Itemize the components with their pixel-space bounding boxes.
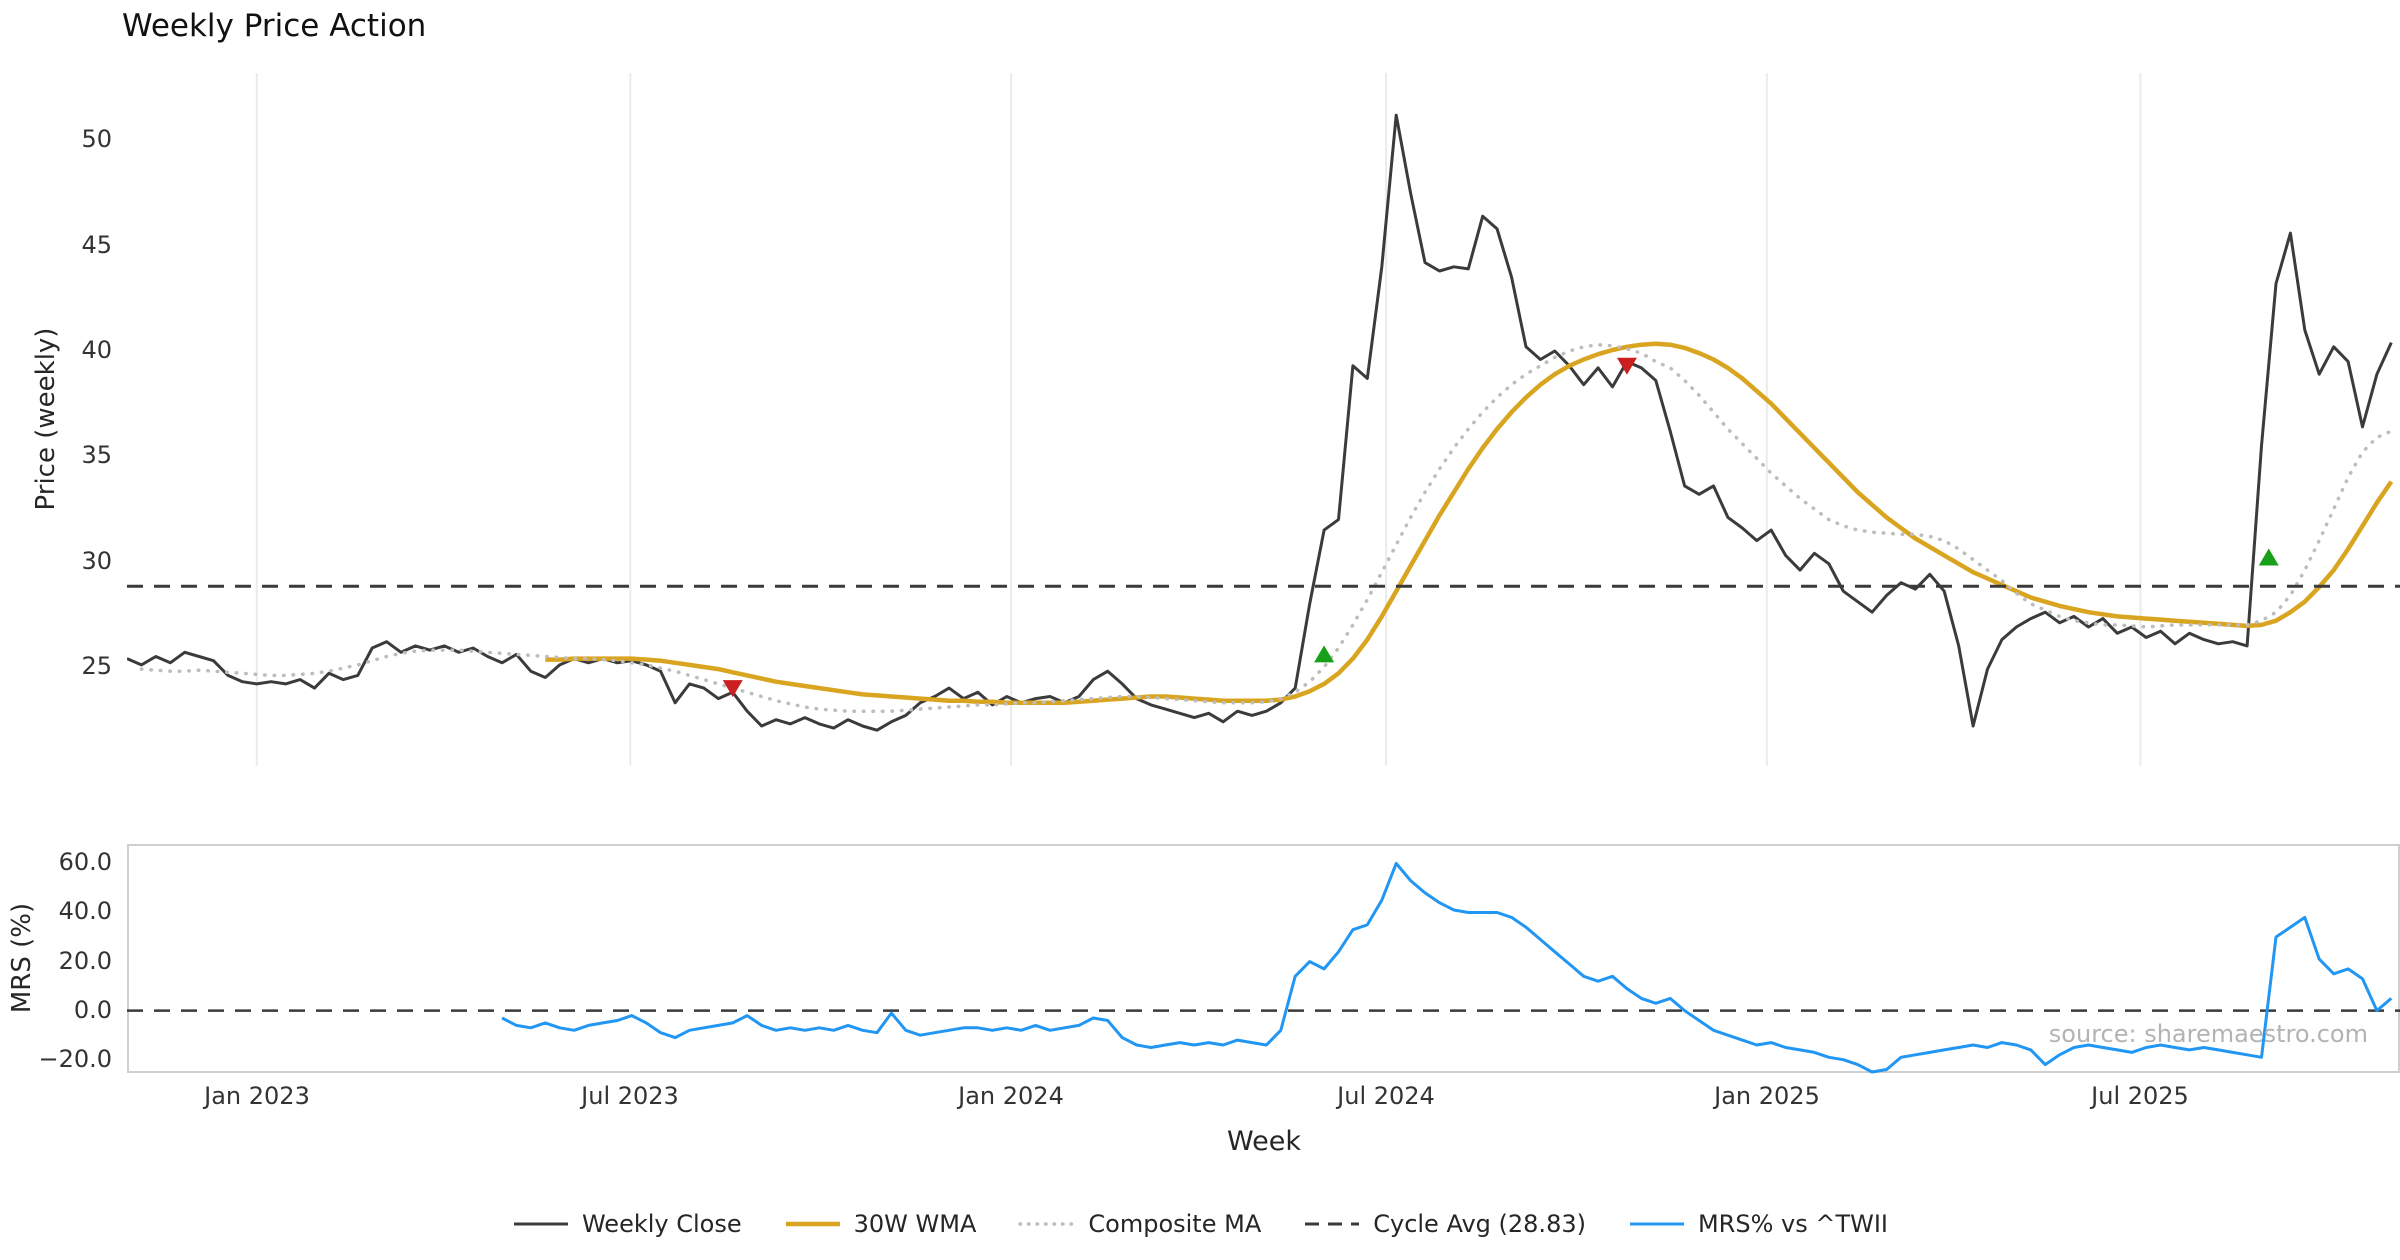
legend-label: Weekly Close xyxy=(581,1210,742,1238)
y-tick-label: 35 xyxy=(81,441,112,469)
x-axis-label: Week xyxy=(1227,1126,1301,1157)
composite-ma-line xyxy=(139,342,2394,713)
legend-label: MRS% vs ^TWII xyxy=(1697,1210,1889,1238)
legend-item-cycle-avg: Cycle Avg (28.83) xyxy=(1303,1210,1586,1238)
x-tick-label: Jul 2024 xyxy=(1337,1082,1435,1110)
legend-item-weekly-close: Weekly Close xyxy=(512,1210,742,1238)
mrs-legend-swatch xyxy=(1629,1222,1684,1226)
x-tick-label: Jan 2023 xyxy=(204,1082,310,1110)
legend-item-wma-30w: 30W WMA xyxy=(784,1210,977,1238)
mrs-panel-border xyxy=(127,844,2400,1073)
sell-signal-marker xyxy=(1616,357,1637,375)
legend-label: Cycle Avg (28.83) xyxy=(1373,1210,1586,1238)
wma-30w-line xyxy=(545,341,2394,706)
mrs-line xyxy=(501,861,2393,1074)
buy-signal-marker xyxy=(1314,645,1335,663)
wma-30w-legend-swatch xyxy=(785,1221,840,1227)
legend: Weekly Close 30W WMA Composite MA Cycle Avg… xyxy=(0,1210,2400,1238)
cycle-avg-legend-swatch xyxy=(1305,1222,1360,1226)
y-tick-label: 45 xyxy=(81,231,112,259)
y-tick-label: 40 xyxy=(81,336,112,364)
legend-label: 30W WMA xyxy=(853,1210,977,1238)
composite-ma-legend-swatch xyxy=(1018,1222,1077,1226)
x-tick-label: Jan 2024 xyxy=(958,1082,1064,1110)
y-tick-label: 30 xyxy=(81,547,112,575)
sell-signal-marker xyxy=(722,680,743,698)
mrs-panel xyxy=(127,844,2400,1074)
x-tick-label: Jul 2025 xyxy=(2091,1082,2189,1110)
weekly-close-line xyxy=(127,113,2393,732)
x-tick-label: Jul 2023 xyxy=(581,1082,679,1110)
legend-label: Composite MA xyxy=(1088,1210,1262,1238)
y-tick-label: 20.0 xyxy=(58,947,112,975)
y-tick-label: −20.0 xyxy=(38,1045,112,1073)
legend-item-composite-ma: Composite MA xyxy=(1018,1210,1261,1238)
weekly-close-legend-swatch xyxy=(513,1222,568,1226)
price-panel xyxy=(127,73,2400,766)
y-tick-label: 0.0 xyxy=(73,996,112,1024)
y-tick-label: 25 xyxy=(81,652,112,680)
source-watermark: source: sharemaestro.com xyxy=(2048,1020,2368,1048)
y-tick-label: 40.0 xyxy=(58,897,112,925)
y-tick-label: 50 xyxy=(81,125,112,153)
chart-title: Weekly Price Action xyxy=(122,8,427,44)
legend-item-mrs: MRS% vs ^TWII xyxy=(1628,1210,1888,1238)
buy-signal-marker xyxy=(2258,548,2279,566)
x-tick-label: Jan 2025 xyxy=(1714,1082,1820,1110)
y-tick-label: 60.0 xyxy=(58,848,112,876)
